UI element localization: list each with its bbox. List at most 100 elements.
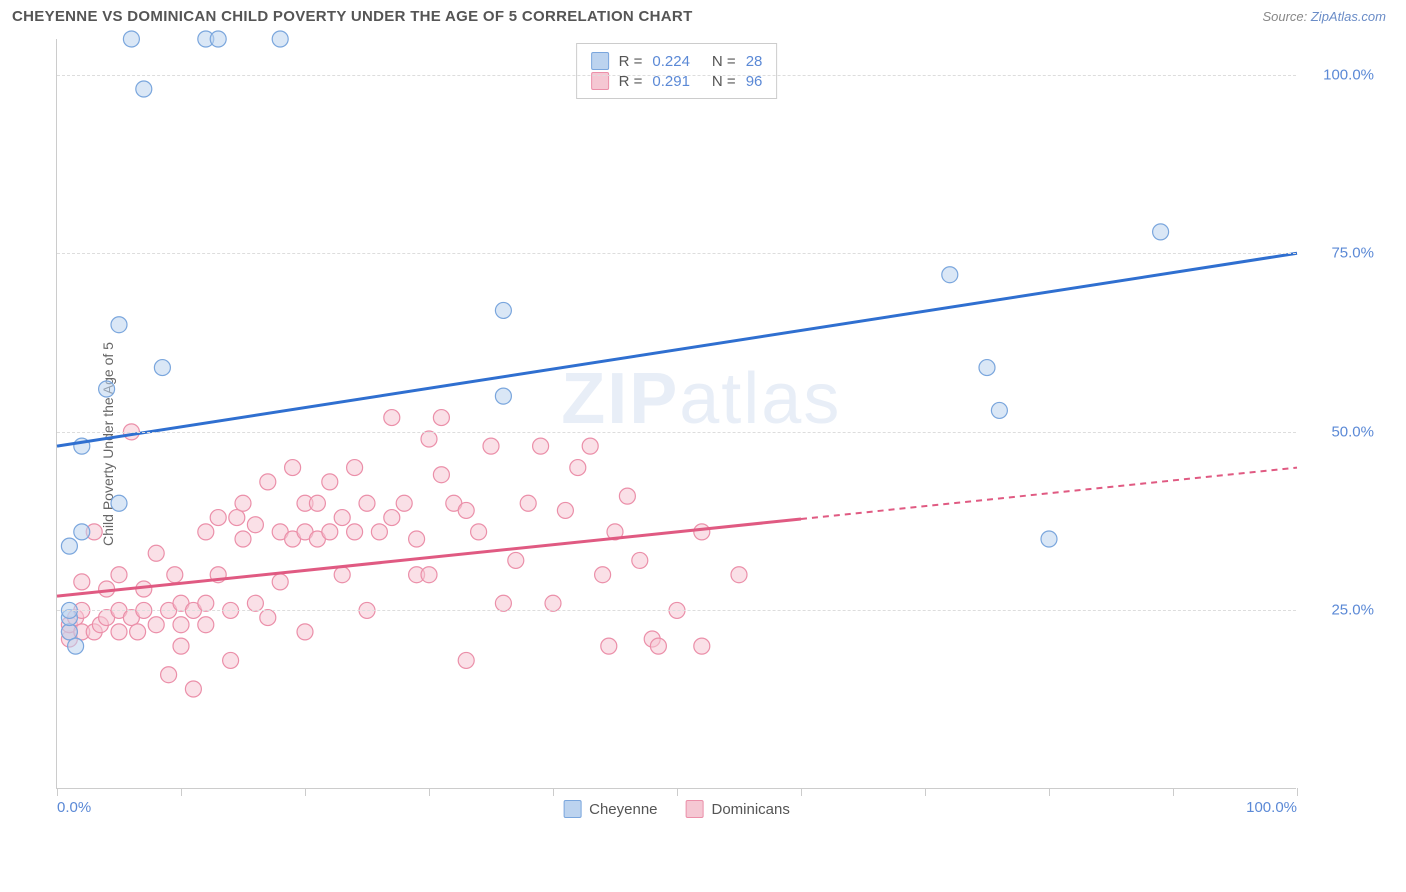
dominicans-point <box>421 431 437 447</box>
dominicans-point <box>185 681 201 697</box>
gridline <box>57 432 1296 433</box>
legend-stat-row: R = 0.224N = 28 <box>591 52 763 70</box>
dominicans-point <box>223 652 239 668</box>
cheyenne-point <box>991 402 1007 418</box>
cheyenne-point <box>74 524 90 540</box>
cheyenne-trendline <box>57 253 1297 446</box>
dominicans-point <box>632 552 648 568</box>
dominicans-point <box>198 595 214 611</box>
svg-layer <box>57 39 1296 788</box>
dominicans-point <box>595 567 611 583</box>
cheyenne-point <box>979 360 995 376</box>
dominicans-point <box>130 624 146 640</box>
x-tick-label: 100.0% <box>1246 799 1297 816</box>
x-tick <box>1297 788 1298 796</box>
dominicans-point <box>347 460 363 476</box>
dominicans-point <box>74 574 90 590</box>
x-tick <box>181 788 182 796</box>
dominicans-point <box>545 595 561 611</box>
x-tick <box>925 788 926 796</box>
dominicans-point <box>148 545 164 561</box>
x-tick <box>1173 788 1174 796</box>
legend-item-dominicans: Dominicans <box>686 800 790 818</box>
dominicans-point <box>235 495 251 511</box>
dominicans-point <box>433 467 449 483</box>
dominicans-point <box>384 410 400 426</box>
dominicans-point <box>557 502 573 518</box>
y-tick-label: 25.0% <box>1331 602 1374 619</box>
dominicans-point <box>260 474 276 490</box>
x-tick <box>553 788 554 796</box>
y-tick-label: 75.0% <box>1331 245 1374 262</box>
source-prefix: Source: <box>1262 9 1310 24</box>
legend-item-cheyenne: Cheyenne <box>563 800 657 818</box>
dominicans-point <box>173 638 189 654</box>
dominicans-point <box>260 610 276 626</box>
cheyenne-point <box>495 388 511 404</box>
dominicans-point <box>297 624 313 640</box>
dominicans-point <box>334 510 350 526</box>
dominicans-point <box>471 524 487 540</box>
x-tick <box>305 788 306 796</box>
x-tick <box>429 788 430 796</box>
chart-container: Child Poverty Under the Age of 5 ZIPatla… <box>20 39 1386 849</box>
dominicans-point <box>198 617 214 633</box>
dominicans-point <box>601 638 617 654</box>
dominicans-point <box>433 410 449 426</box>
legend-series: Cheyenne Dominicans <box>563 800 790 818</box>
cheyenne-point <box>210 31 226 47</box>
y-tick-label: 100.0% <box>1323 66 1374 83</box>
cheyenne-point <box>154 360 170 376</box>
cheyenne-point <box>495 302 511 318</box>
dominicans-point <box>173 617 189 633</box>
dominicans-point <box>508 552 524 568</box>
dominicans-point <box>694 638 710 654</box>
x-tick <box>1049 788 1050 796</box>
cheyenne-point <box>111 317 127 333</box>
gridline <box>57 253 1296 254</box>
dominicans-point <box>458 502 474 518</box>
dominicans-point <box>210 510 226 526</box>
x-tick-label: 0.0% <box>57 799 91 816</box>
dominicans-point <box>161 667 177 683</box>
dominicans-point <box>421 567 437 583</box>
x-tick <box>801 788 802 796</box>
dominicans-point <box>582 438 598 454</box>
dominicans-point <box>334 567 350 583</box>
legend-label: Dominicans <box>712 801 790 818</box>
dominicans-point <box>285 460 301 476</box>
source-link[interactable]: ZipAtlas.com <box>1311 9 1386 24</box>
dominicans-point <box>396 495 412 511</box>
cheyenne-point <box>1153 224 1169 240</box>
dominicans-point <box>359 495 375 511</box>
legend-stats: R = 0.224N = 28R = 0.291N = 96 <box>576 43 778 99</box>
dominicans-point <box>458 652 474 668</box>
legend-n-value: 28 <box>746 53 763 70</box>
cheyenne-point <box>99 381 115 397</box>
dominicans-point <box>235 531 251 547</box>
dominicans-point <box>384 510 400 526</box>
dominicans-point <box>148 617 164 633</box>
dominicans-point <box>483 438 499 454</box>
x-tick <box>57 788 58 796</box>
cheyenne-point <box>111 495 127 511</box>
cheyenne-point <box>68 638 84 654</box>
cheyenne-point <box>61 624 77 640</box>
plot-area: ZIPatlas R = 0.224N = 28R = 0.291N = 96 … <box>56 39 1296 789</box>
dominicans-point <box>111 567 127 583</box>
dominicans-point <box>322 524 338 540</box>
dominicans-point <box>731 567 747 583</box>
cheyenne-point <box>61 538 77 554</box>
legend-label: Cheyenne <box>589 801 657 818</box>
dominicans-point <box>371 524 387 540</box>
gridline <box>57 610 1296 611</box>
dominicans-point <box>694 524 710 540</box>
dominicans-point <box>409 531 425 547</box>
dominicans-point <box>247 595 263 611</box>
cheyenne-point <box>123 31 139 47</box>
x-tick <box>677 788 678 796</box>
legend-swatch <box>686 800 704 818</box>
dominicans-point <box>533 438 549 454</box>
dominicans-point <box>229 510 245 526</box>
dominicans-point <box>495 595 511 611</box>
